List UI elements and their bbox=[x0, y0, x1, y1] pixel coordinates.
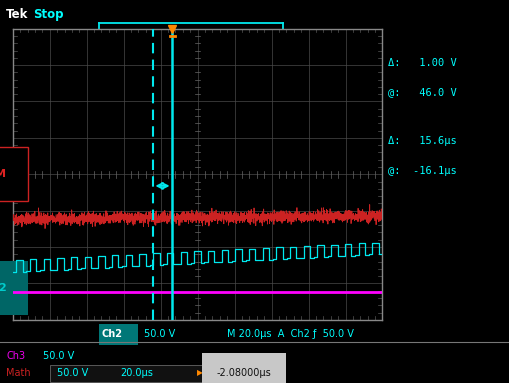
Text: Tek: Tek bbox=[6, 8, 29, 21]
Text: M 20.0μs  A  Ch2 ƒ  50.0 V: M 20.0μs A Ch2 ƒ 50.0 V bbox=[227, 329, 353, 339]
Text: Ch2: Ch2 bbox=[102, 329, 123, 339]
Text: 50.0 V: 50.0 V bbox=[43, 352, 74, 362]
Text: -2.08000μs: -2.08000μs bbox=[216, 368, 271, 378]
Text: @:   46.0 V: @: 46.0 V bbox=[387, 87, 456, 97]
Text: @:  -16.1μs: @: -16.1μs bbox=[387, 165, 456, 175]
Text: Stop: Stop bbox=[33, 8, 64, 21]
Text: Δ:   15.6μs: Δ: 15.6μs bbox=[387, 136, 456, 146]
Text: Δ:   1.00 V: Δ: 1.00 V bbox=[387, 58, 456, 68]
Text: 50.0 V: 50.0 V bbox=[144, 329, 175, 339]
Text: Ch3: Ch3 bbox=[6, 352, 25, 362]
Bar bbox=[99, 324, 137, 345]
Text: 2: 2 bbox=[0, 283, 6, 293]
Bar bbox=[50, 365, 203, 382]
Text: Math: Math bbox=[6, 368, 31, 378]
Text: 50.0 V: 50.0 V bbox=[57, 368, 88, 378]
Text: 20.0μs: 20.0μs bbox=[120, 368, 152, 378]
Text: M: M bbox=[0, 169, 6, 179]
Text: ▶→▼: ▶→▼ bbox=[197, 368, 215, 377]
